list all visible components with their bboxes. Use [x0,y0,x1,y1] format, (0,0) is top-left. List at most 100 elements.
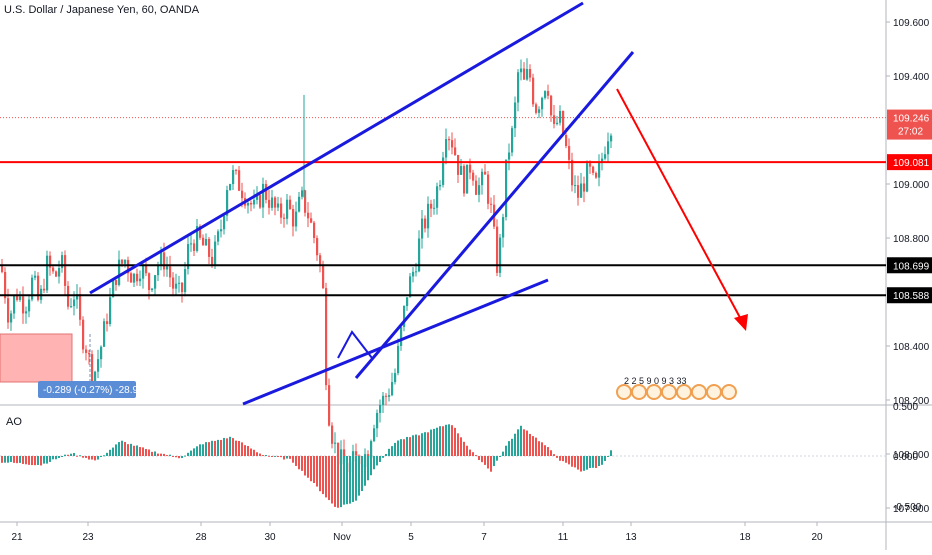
ao-bar [319,456,321,492]
ao-bar [136,445,138,456]
ao-bar [31,456,33,466]
candle-body [415,271,418,273]
ao-bar [511,438,513,456]
candle-body [253,199,256,205]
candle-body [121,259,124,264]
trendline-pivot [337,330,373,359]
candle-body [319,255,322,267]
candle-body [169,266,172,278]
ao-bar [274,455,276,457]
candle-body [298,196,301,212]
candle-body [43,288,46,291]
candle-body [202,237,205,246]
candle-body [187,244,190,270]
candle-body [85,349,88,353]
ao-bar [289,456,291,459]
ao-bar [166,455,168,457]
ao-bar [541,442,543,456]
ao-bar [604,456,606,461]
ao-bar [7,456,9,463]
candle-body [376,412,379,429]
ao-bar [58,456,60,458]
ao-bar [556,456,558,458]
ao-bar [607,455,609,457]
ao-bar [382,456,384,458]
ao-bar [337,456,339,508]
ao-bar [478,456,480,460]
candle-body [502,217,505,238]
candle-body [529,69,532,78]
indicator-name: AO [6,416,22,428]
ao-bar [181,456,183,459]
ao-bar [133,445,135,456]
candle-body [274,197,277,208]
ao-bar [238,440,240,456]
candle-body [403,306,406,327]
candle-body [550,95,553,116]
candle-body [556,122,559,124]
candle-body [496,226,499,273]
candle-body [97,359,100,372]
ao-bar [475,455,477,457]
ao-bar [1,456,3,463]
ao-bar [328,456,330,501]
ao-bar [244,445,246,456]
ao-bar [214,440,216,456]
ao-bar [370,456,372,476]
candle-body [484,171,487,175]
time-tick-label: 13 [625,532,637,543]
candle-body [223,215,226,230]
candle-body [436,186,439,208]
candle-body [256,194,259,200]
event-markers-label: 2 2 5 9 0 9 3 33 [624,376,687,386]
candle-body [10,313,13,323]
ao-bar [40,456,42,466]
candle-body [163,252,166,270]
candle-body [586,163,589,192]
ao-bar [508,441,510,456]
candle-body [331,425,334,444]
ao-bar [187,452,189,456]
candle-body [250,202,253,205]
level-black-2-label: 108.588 [893,291,930,302]
level-red-label-bg [887,154,932,171]
ao-bar [424,432,426,456]
candle-body [133,273,136,283]
ao-bar [553,454,555,456]
ao-bar [334,456,336,507]
ao-bar [304,456,306,476]
ao-bar [37,456,39,465]
candle-body [289,199,292,209]
candle-body [592,166,595,173]
ao-bar [151,451,153,456]
ao-bar [364,456,366,486]
candle-body [22,296,25,314]
ao-tick-label: -0.500 [893,502,922,513]
candle-body [130,273,133,283]
forecast-arrow-head [734,314,748,331]
candle-body [472,172,475,181]
ao-bar [484,456,486,465]
ao-bar [358,456,360,496]
candle-body [280,203,283,218]
candle-body [55,271,58,277]
drawings[interactable]: -0.289 (-0.27%) -28.9 2 2 5 9 0 9 3 33 [0,1,886,406]
candle-body [172,277,175,289]
candle-body [601,158,604,164]
ao-bar [544,445,546,456]
ao-bar [409,437,411,456]
candle-body [565,134,568,147]
ao-bar [70,453,72,456]
time-tick-label: 18 [739,532,751,543]
ao-bar [427,432,429,456]
ao-bar [469,449,471,456]
time-tick-label: 30 [264,532,276,543]
candle-body [370,441,373,459]
candle-body [208,238,211,257]
ao-bar [463,441,465,456]
price-tick-label: 109.000 [893,180,930,191]
candle-body [577,185,580,198]
ao-bar [109,449,111,456]
